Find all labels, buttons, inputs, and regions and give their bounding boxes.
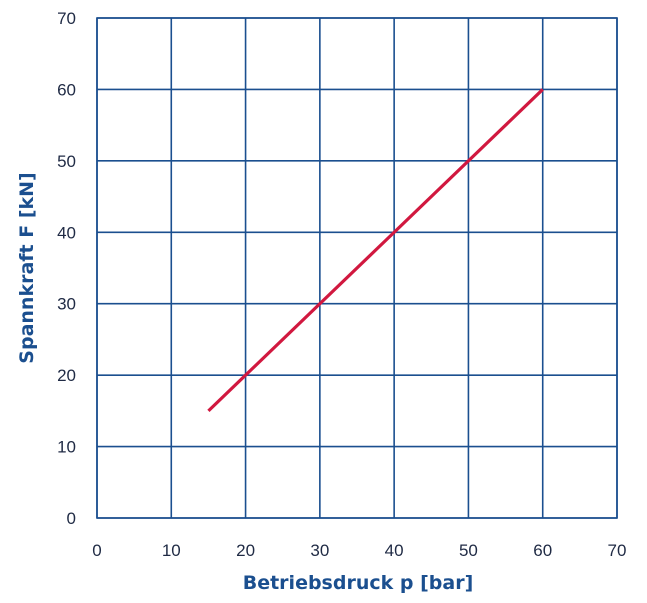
y-axis-title: Spannkraft F [kN]: [16, 172, 38, 363]
series-line: [207, 88, 544, 413]
y-tick-label: 60: [57, 80, 76, 99]
x-tick-label: 30: [310, 541, 329, 560]
y-tick-label: 70: [57, 9, 76, 28]
x-tick-label: 50: [459, 541, 478, 560]
y-tick-label: 30: [57, 295, 76, 314]
y-tick-label: 20: [57, 366, 76, 385]
series-group: [207, 88, 544, 413]
plot-frame: [96, 17, 618, 519]
x-tick-label: 60: [533, 541, 552, 560]
x-tick-label: 0: [92, 541, 101, 560]
x-tick-label: 40: [385, 541, 404, 560]
y-tick-label: 50: [57, 152, 76, 171]
x-axis-title: Betriebsdruck p [bar]: [243, 572, 474, 594]
x-tick-labels: 0 10 20 30 40 50 60 70: [92, 541, 626, 560]
grid: [96, 17, 618, 519]
x-tick-label: 70: [608, 541, 627, 560]
y-tick-label: 0: [67, 509, 76, 528]
x-tick-label: 20: [236, 541, 255, 560]
y-tick-labels: 0 10 20 30 40 50 60 70: [57, 9, 76, 528]
x-tick-label: 10: [162, 541, 181, 560]
y-tick-label: 10: [57, 438, 76, 457]
y-tick-label: 40: [57, 223, 76, 242]
